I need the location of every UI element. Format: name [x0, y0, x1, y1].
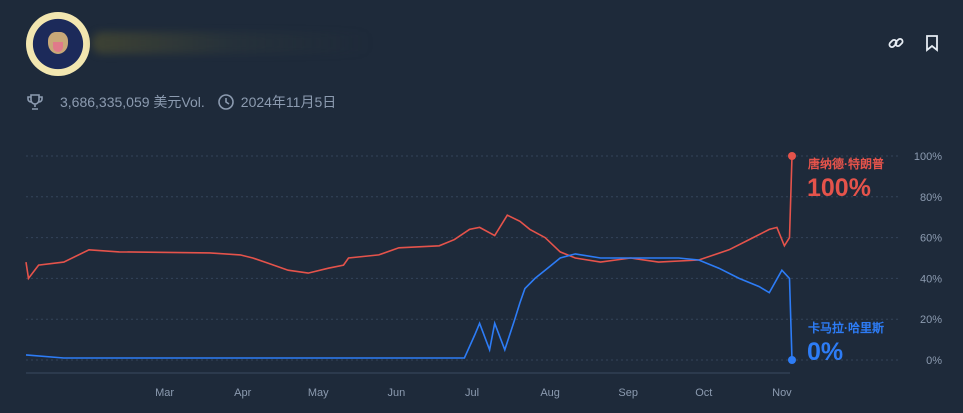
trophy-icon [27, 94, 43, 110]
market-meta: 3,686,335,059 美元Vol. 2024年11月5日 [26, 92, 342, 112]
market-title [92, 32, 372, 54]
y-tick-label: 20% [920, 314, 942, 326]
series-line-1 [25, 253, 793, 361]
x-tick-label: Mar [155, 387, 174, 399]
series-endpoint-1 [788, 356, 796, 364]
y-tick-label: 60% [920, 233, 942, 245]
x-tick-label: May [308, 387, 329, 399]
volume-text: 3,686,335,059 美元Vol. [60, 94, 205, 110]
y-tick-label: 0% [926, 355, 942, 367]
y-tick-label: 40% [920, 273, 942, 285]
series-value-label: 0% [807, 338, 843, 366]
x-tick-label: Nov [772, 387, 792, 399]
link-icon[interactable] [887, 34, 905, 52]
y-tick-label: 100% [914, 151, 942, 163]
series-line-0 [25, 155, 793, 281]
bookmark-icon[interactable] [924, 34, 940, 52]
clock-icon [217, 94, 234, 110]
series-name-label: 卡马拉·哈里斯 [808, 320, 884, 335]
x-tick-label: Jun [388, 387, 406, 399]
end-date-text: 2024年11月5日 [240, 94, 337, 110]
x-tick-label: Apr [234, 387, 251, 399]
series-value-label: 100% [807, 174, 871, 202]
x-tick-label: Sep [618, 387, 638, 399]
y-tick-label: 80% [920, 192, 942, 204]
x-tick-label: Jul [465, 387, 479, 399]
series-endpoint-0 [788, 152, 796, 160]
x-tick-label: Oct [695, 387, 712, 399]
x-tick-label: Aug [540, 387, 560, 399]
series-name-label: 唐纳德·特朗普 [808, 156, 884, 171]
presidential-seal-logo [26, 12, 90, 76]
